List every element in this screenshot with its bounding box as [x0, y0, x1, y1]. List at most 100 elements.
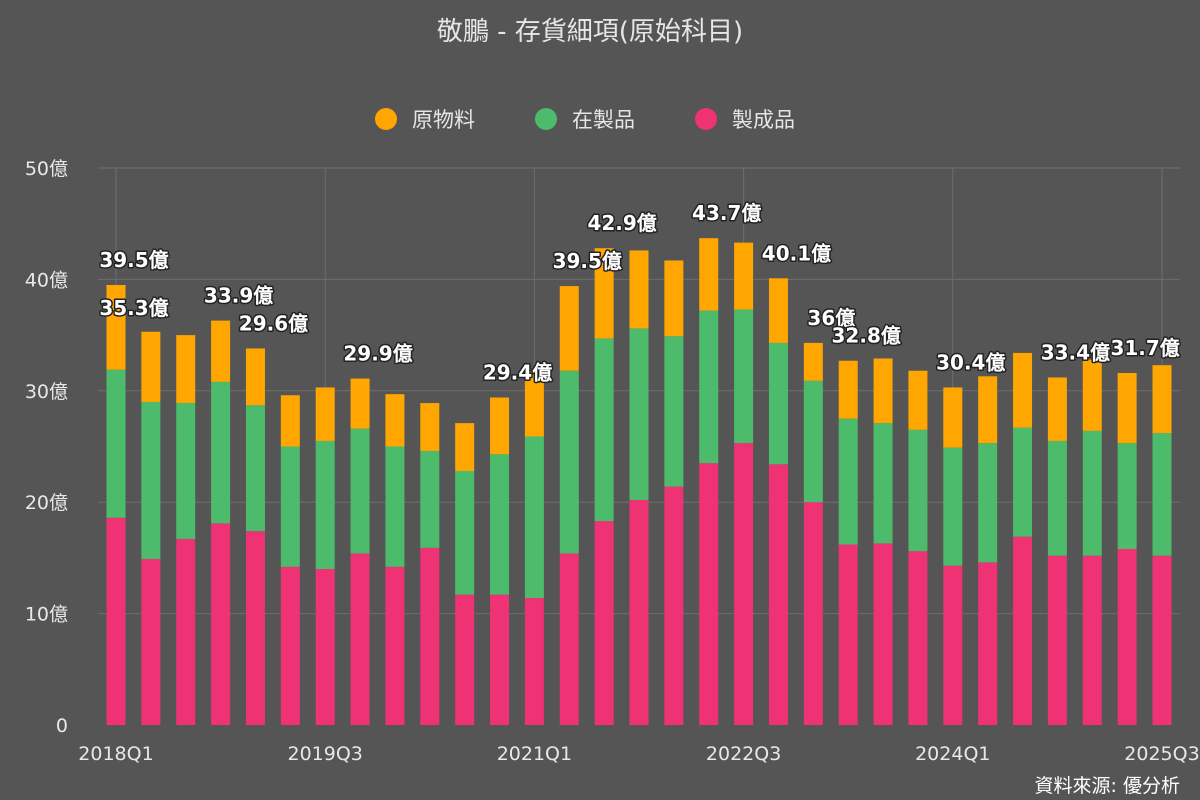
bar-segment	[350, 378, 370, 429]
bar-segment	[385, 446, 405, 567]
legend: 原物料 在製品 製成品	[375, 108, 795, 132]
bar-segment	[106, 284, 126, 370]
x-tick-label: 2025Q3	[1124, 743, 1199, 765]
bar-segment	[943, 387, 963, 448]
chart-title: 敬鵬 - 存貨細項(原始科目)	[437, 17, 743, 47]
bar-segment	[490, 454, 510, 595]
bar-segment	[838, 418, 858, 545]
bar-segment	[176, 538, 196, 725]
bar-segment	[908, 429, 928, 552]
y-tick-label: 10億	[25, 604, 68, 626]
bar-segment	[978, 443, 998, 563]
bar-segment	[873, 543, 893, 725]
bar-segment	[490, 397, 510, 455]
bar-segment	[978, 562, 998, 725]
bar-segment	[1082, 359, 1102, 431]
data-labels: 39.5億 35.3億 33.9億 29.6億 29.9億 29.4億 39.5億 42.9億…	[98, 200, 1181, 386]
bar-segment	[455, 423, 475, 472]
data-label: 33.9億	[204, 284, 273, 308]
data-label: 29.4億	[483, 360, 552, 384]
y-tick-label: 40億	[25, 269, 68, 291]
bar-segment	[245, 348, 265, 406]
bar-segment	[943, 565, 963, 725]
bar-segment	[176, 335, 196, 404]
bar-segment	[699, 238, 719, 311]
legend-marker	[375, 108, 397, 130]
x-tick-label: 2019Q3	[287, 743, 362, 765]
bar-segment	[1047, 555, 1067, 725]
bar-segment	[524, 598, 544, 725]
bar-segment	[1152, 365, 1172, 434]
bar-segment	[141, 331, 161, 402]
y-axis: 0 10億 20億 30億 40億 50億	[25, 158, 68, 737]
data-label: 35.3億	[99, 296, 168, 320]
bar-segment	[1117, 548, 1137, 725]
bar-segment	[1082, 430, 1102, 556]
x-axis: 2018Q1 2019Q3 2021Q1 2022Q3 2024Q1 2025Q3	[78, 743, 1199, 765]
bar-segment	[385, 394, 405, 447]
bar-segment	[908, 370, 928, 430]
bar-segment	[524, 436, 544, 599]
bar-segment	[559, 286, 579, 371]
bar-segment	[524, 370, 544, 437]
bar-segment	[1013, 352, 1033, 428]
bar-segment	[873, 358, 893, 424]
data-label: 43.7億	[692, 201, 761, 225]
bar-segment	[490, 594, 510, 725]
x-tick-label: 2021Q1	[497, 743, 572, 765]
legend-marker	[695, 108, 717, 130]
x-tick-label: 2022Q3	[706, 743, 781, 765]
legend-marker	[535, 108, 557, 130]
bar-segment	[350, 428, 370, 554]
bar-segment	[106, 369, 126, 518]
bar-segment	[176, 403, 196, 539]
bar-segment	[280, 566, 300, 725]
data-label: 31.7億	[1110, 336, 1179, 360]
data-label: 36億	[807, 306, 855, 330]
bar-segment	[664, 486, 684, 725]
legend-label: 製成品	[732, 108, 795, 132]
y-tick-label: 30億	[25, 381, 68, 403]
bar-segment	[768, 464, 788, 725]
bar-segment	[664, 336, 684, 487]
bar-segment	[420, 547, 440, 725]
bar-segment	[211, 381, 231, 524]
bar-segment	[734, 443, 754, 725]
data-label: 39.5億	[99, 248, 168, 272]
bar-segment	[873, 423, 893, 544]
data-label: 33.4億	[1041, 340, 1110, 364]
bar-segment	[315, 387, 335, 441]
bar-segment	[734, 242, 754, 310]
bar-segment	[768, 342, 788, 465]
data-label: 40.1億	[762, 241, 831, 265]
bar-segment	[1117, 443, 1137, 549]
legend-label: 在製品	[572, 108, 635, 132]
bar-segment	[420, 450, 440, 548]
bar-segment	[455, 471, 475, 595]
bar-segment	[1013, 536, 1033, 725]
bar-segment	[559, 553, 579, 725]
y-tick-label: 0	[56, 715, 68, 737]
bar-segment	[420, 403, 440, 451]
bar-segment	[350, 553, 370, 725]
bar-segment	[1082, 555, 1102, 725]
bar-segment	[629, 499, 649, 725]
bar-segment	[211, 320, 231, 382]
source-note: 資料來源: 優分析	[1035, 775, 1180, 797]
bar-segment	[768, 278, 788, 343]
x-tick-label: 2018Q1	[78, 743, 153, 765]
bar-segment	[943, 447, 963, 566]
bar-segment	[315, 569, 335, 725]
bar-segment	[1013, 427, 1033, 537]
bar-segment	[1047, 440, 1067, 556]
data-label: 30.4億	[936, 350, 1005, 374]
bar-segment	[699, 310, 719, 464]
bar-segment	[245, 405, 265, 532]
bar-segment	[803, 502, 823, 725]
bars	[106, 238, 1172, 725]
bar-segment	[838, 544, 858, 725]
bar-segment	[594, 338, 614, 522]
bar-segment	[559, 370, 579, 554]
